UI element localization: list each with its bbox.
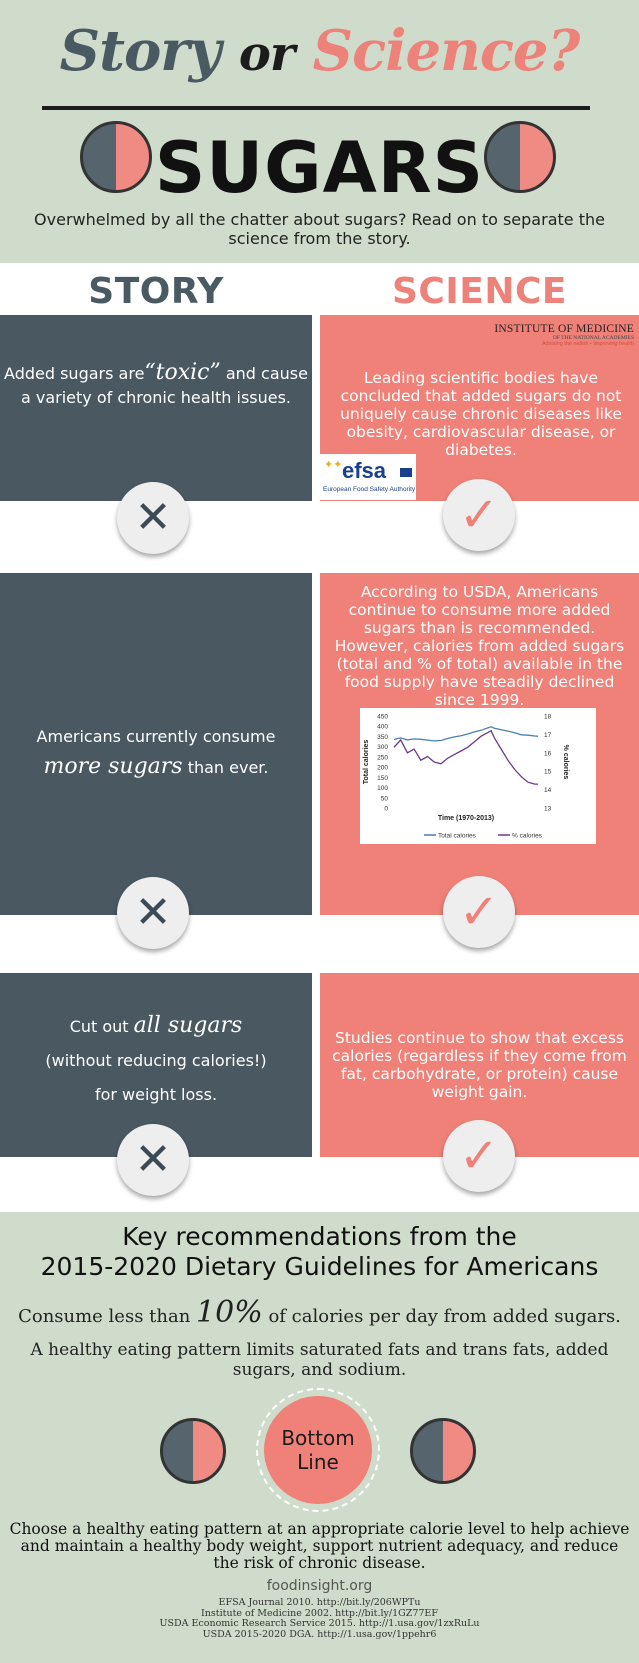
half-circle-icon xyxy=(410,1418,476,1484)
y2-tick-label: 18 xyxy=(544,714,552,721)
iom-subtitle: OF THE NATIONAL ACADEMIES xyxy=(552,335,634,341)
x-mark-icon: ✕ xyxy=(117,877,189,949)
bottom-line-a: Bottom xyxy=(281,1426,355,1450)
story-text-3d: for weight loss. xyxy=(94,1085,218,1104)
y-axis-label: Total calories xyxy=(363,740,370,785)
y-tick-label: 400 xyxy=(377,724,388,731)
reference-item[interactable]: USDA Economic Research Service 2015. htt… xyxy=(159,1618,480,1629)
y-tick-label: 450 xyxy=(377,714,388,721)
bottom-line-ring xyxy=(256,1388,380,1512)
consume-line: Consume less than 10% of calories per da… xyxy=(0,1296,639,1334)
story-panel-1: Added sugars are“toxic” and cause a vari… xyxy=(0,315,312,501)
title-story: Story xyxy=(59,18,222,84)
story-column-heading: STORY xyxy=(88,271,224,312)
half-circle-icon xyxy=(80,121,152,193)
science-panel-1: Leading scientific bodies have concluded… xyxy=(320,315,639,501)
efsa-logo: ✦✦ efsa European Food Safety Authority xyxy=(320,454,416,500)
title-science: Science? xyxy=(312,18,581,84)
y-tick-label: 100 xyxy=(377,785,388,792)
consume-text-a: Consume less than xyxy=(18,1306,197,1327)
story-text-1c: and cause a variety of chronic health is… xyxy=(20,364,308,407)
site-link[interactable]: foodinsight.org xyxy=(266,1578,373,1594)
x-mark-icon: ✕ xyxy=(117,482,189,554)
y-tick-label: 150 xyxy=(377,775,388,782)
reference-item[interactable]: USDA 2015-2020 DGA. http://1.usa.gov/1pp… xyxy=(202,1628,437,1640)
bottom-line-badge: Bottom Line xyxy=(264,1396,372,1504)
topic-heading: SUGARS xyxy=(154,127,485,209)
recommendations-title: Key recommendations from the 2015-2020 D… xyxy=(0,1222,639,1282)
y-tick-label: 250 xyxy=(377,754,388,761)
story-panel-2: Americans currently consume more sugars … xyxy=(0,573,312,915)
series-line-2 xyxy=(393,729,538,785)
reference-item[interactable]: Institute of Medicine 2002. http://bit.l… xyxy=(201,1607,438,1619)
story-text-3c: (without reducing calories!) xyxy=(45,1051,267,1070)
y2-tick-label: 17 xyxy=(544,732,552,739)
series-line-1 xyxy=(393,726,539,742)
y2-tick-label: 14 xyxy=(544,787,552,794)
science-panel-3: Studies continue to show that excess cal… xyxy=(320,973,639,1157)
science-column-heading: SCIENCE xyxy=(392,271,567,312)
iom-tagline: Advising the nation • Improving health xyxy=(541,341,634,347)
story-text-2c: than ever. xyxy=(182,758,269,777)
bottom-line-text: Choose a healthy eating pattern at an ap… xyxy=(9,1520,630,1572)
y-tick-label: 50 xyxy=(381,795,389,802)
y2-tick-label: 15 xyxy=(544,769,552,776)
efsa-wordmark: efsa xyxy=(342,458,387,483)
story-text-2: Americans currently consume more sugars … xyxy=(10,725,302,780)
story-text-1a: Added sugars are xyxy=(4,364,145,383)
y-tick-label: 300 xyxy=(377,744,388,751)
story-text-3a: Cut out xyxy=(69,1017,134,1036)
y-tick-label: 0 xyxy=(384,806,388,813)
healthy-pattern-text: A healthy eating pattern limits saturate… xyxy=(30,1340,609,1380)
half-circle-icon xyxy=(160,1418,226,1484)
story-text-2a: Americans currently consume xyxy=(36,727,276,746)
science-text-3: Studies continue to show that excess cal… xyxy=(332,1029,627,1101)
x-axis-label: Time (1970-2013) xyxy=(438,815,494,822)
main-title: Story or Science? xyxy=(0,14,639,88)
y2-tick-label: 13 xyxy=(544,806,552,813)
story-text-3: Cut out all sugars (without reducing cal… xyxy=(10,1009,302,1112)
y-tick-label: 350 xyxy=(377,734,388,741)
title-divider xyxy=(42,106,590,110)
legend-label: Total calories xyxy=(438,833,477,840)
x-mark-icon: ✕ xyxy=(117,1124,189,1196)
iom-logo: INSTITUTE OF MEDICINE OF THE NATIONAL AC… xyxy=(486,323,634,347)
efsa-stars-icon: ✦✦ xyxy=(324,458,343,471)
story-emphasis-2: more sugars xyxy=(43,754,183,779)
intro-text: Overwhelmed by all the chatter about sug… xyxy=(34,210,605,248)
half-circle-icon xyxy=(484,121,556,193)
legend-label: % calories xyxy=(512,833,543,840)
y2-tick-label: 16 xyxy=(544,750,552,757)
efsa-caption: European Food Safety Authority xyxy=(323,486,416,493)
story-emphasis-1: “toxic” xyxy=(144,360,221,385)
references: EFSA Journal 2010. http://bit.ly/206WPTu… xyxy=(0,1597,639,1640)
title-or: or xyxy=(238,26,295,82)
science-text-2: According to USDA, Americans continue to… xyxy=(334,583,625,709)
check-mark-icon: ✓ xyxy=(443,479,515,551)
sugar-trend-chart: 450 400 350 300 250 200 150 100 50 0 18 17 16 15 14 13 T… xyxy=(360,708,596,844)
y2-axis-label: % calories xyxy=(562,745,569,780)
science-text-1: Leading scientific bodies have concluded… xyxy=(340,369,622,459)
recommendations-title-a: Key recommendations from the xyxy=(122,1222,517,1251)
iom-title: INSTITUTE OF MEDICINE xyxy=(494,323,634,335)
check-mark-icon: ✓ xyxy=(443,1120,515,1192)
consume-text-b: of calories per day from added sugars. xyxy=(262,1306,621,1327)
y-tick-label: 200 xyxy=(377,765,388,772)
check-mark-icon: ✓ xyxy=(443,876,515,948)
ten-percent: 10% xyxy=(196,1295,263,1330)
story-text-1: Added sugars are“toxic” and cause a vari… xyxy=(4,361,308,410)
story-emphasis-3: all sugars xyxy=(133,1013,243,1038)
eu-flag-icon xyxy=(400,468,412,477)
reference-item[interactable]: EFSA Journal 2010. http://bit.ly/206WPTu xyxy=(218,1597,421,1608)
recommendations-title-b: 2015-2020 Dietary Guidelines for America… xyxy=(40,1252,599,1281)
bottom-line-b: Line xyxy=(297,1450,339,1474)
